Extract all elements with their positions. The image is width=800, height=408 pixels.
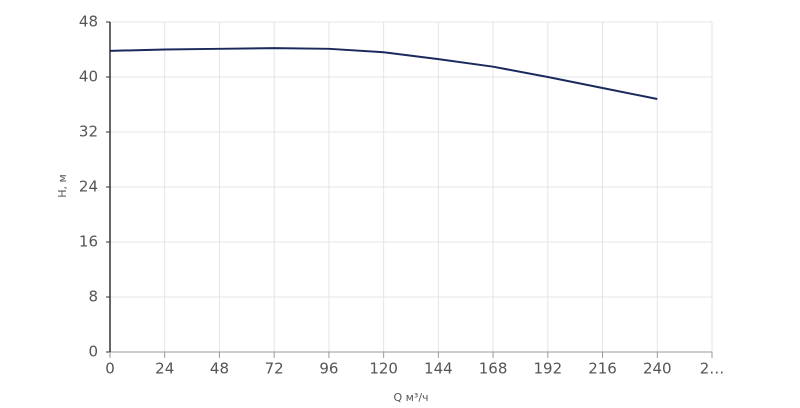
- x-tick-label: 120: [369, 360, 398, 378]
- y-tick-label: 24: [79, 178, 98, 196]
- x-tick-label: 48: [210, 360, 229, 378]
- x-tick-label: 24: [155, 360, 174, 378]
- line-series: [109, 47, 658, 100]
- y-tick-label: 40: [79, 68, 98, 86]
- x-tick-label: 216: [588, 360, 617, 378]
- y-tick-label: 8: [88, 288, 98, 306]
- x-tick-label: 168: [479, 360, 508, 378]
- x-axis-title: Q м³/ч: [393, 391, 428, 404]
- x-tick-label: 0: [105, 360, 115, 378]
- x-tick-label: 2…: [700, 360, 725, 378]
- x-tick-label: 192: [533, 360, 562, 378]
- y-tick-label: 32: [79, 123, 98, 141]
- x-tick-label: 240: [643, 360, 672, 378]
- x-tick-label: 144: [424, 360, 453, 378]
- y-tick-label: 48: [79, 13, 98, 31]
- y-axis-title: H, м: [56, 174, 69, 198]
- x-tick-label: 72: [265, 360, 284, 378]
- y-tick-label: 0: [88, 343, 98, 361]
- x-tick-label: 96: [319, 360, 338, 378]
- y-tick-label: 16: [79, 233, 98, 251]
